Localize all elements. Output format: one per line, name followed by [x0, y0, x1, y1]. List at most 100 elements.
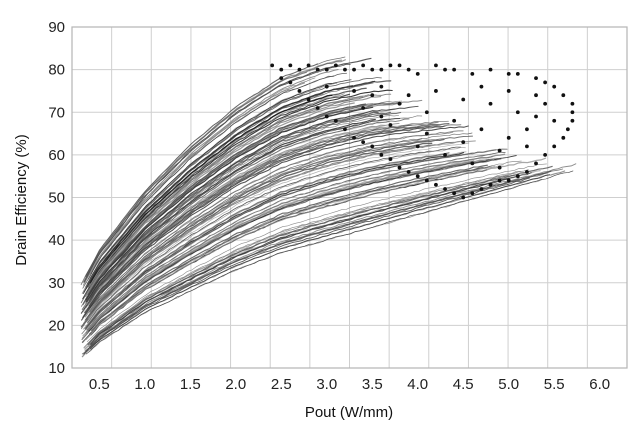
end-point-marker	[515, 110, 520, 115]
efficiency-curve	[89, 157, 500, 330]
end-point-marker	[288, 63, 293, 68]
end-point-marker	[488, 182, 493, 187]
end-point-marker	[515, 71, 520, 76]
efficiency-curve	[89, 82, 306, 275]
end-point-marker	[388, 63, 393, 68]
efficiency-curve	[89, 174, 551, 350]
end-point-marker	[297, 67, 302, 72]
efficiency-curve	[84, 122, 450, 314]
efficiency-curve	[80, 142, 433, 328]
end-point-marker	[370, 93, 375, 98]
y-tick-label: 70	[48, 104, 65, 121]
efficiency-curve	[85, 152, 473, 330]
end-point-marker	[279, 76, 284, 81]
y-tick-label: 30	[48, 275, 65, 292]
end-point-marker	[415, 174, 420, 179]
end-point-marker	[397, 101, 402, 106]
x-tick-label: 0.5	[89, 376, 110, 393]
x-tick-label: 1.0	[134, 376, 155, 393]
efficiency-curve	[88, 140, 476, 319]
efficiency-curve	[86, 142, 470, 323]
end-point-marker	[552, 144, 557, 149]
end-point-marker	[379, 152, 384, 157]
efficiency-curve	[86, 82, 374, 290]
y-tick-label: 40	[48, 232, 65, 249]
end-point-marker	[315, 106, 320, 110]
end-point-marker	[415, 144, 420, 149]
end-point-marker	[534, 161, 538, 166]
end-point-marker	[361, 63, 366, 68]
end-point-marker	[434, 63, 438, 68]
end-point-marker	[343, 127, 347, 132]
end-point-marker	[525, 170, 529, 174]
efficiency-curve	[85, 105, 419, 303]
end-point-marker	[343, 67, 347, 72]
end-point-marker	[424, 131, 429, 136]
end-point-marker	[479, 127, 484, 132]
end-point-marker	[543, 80, 548, 85]
x-tick-label: 4.5	[453, 376, 474, 393]
end-point-marker	[443, 67, 447, 72]
y-tick-label: 90	[48, 19, 65, 36]
end-point-marker	[397, 165, 402, 170]
end-point-marker	[443, 152, 447, 157]
end-point-marker	[470, 71, 475, 76]
efficiency-curves	[80, 56, 577, 358]
end-point-marker	[324, 114, 329, 119]
efficiency-curve	[83, 57, 372, 283]
end-point-marker	[534, 93, 538, 98]
end-point-marker	[279, 67, 284, 72]
end-point-marker	[333, 118, 338, 123]
end-point-marker	[525, 144, 529, 149]
end-point-marker	[352, 135, 356, 140]
end-point-marker	[506, 89, 511, 93]
efficiency-curve	[91, 179, 543, 350]
plot-frame	[71, 26, 628, 369]
end-point-marker	[388, 123, 393, 127]
efficiency-curve	[85, 63, 319, 277]
efficiency-curve	[89, 139, 437, 315]
end-point-marker	[461, 195, 466, 200]
end-point-marker	[324, 84, 329, 89]
end-point-marker	[506, 178, 511, 183]
end-point-marker	[370, 67, 375, 72]
efficiency-curve	[85, 152, 465, 329]
end-point-marker	[424, 110, 429, 115]
efficiency-curve	[85, 118, 410, 308]
efficiency-curve	[84, 130, 464, 318]
end-point-marker	[297, 89, 302, 93]
end-point-marker	[352, 67, 356, 72]
efficiency-curve	[90, 94, 333, 284]
end-point-marker	[324, 67, 329, 72]
efficiency-curve	[81, 165, 492, 343]
end-point-marker	[461, 140, 466, 144]
efficiency-curve	[81, 111, 402, 310]
end-point-marker	[570, 101, 575, 106]
end-point-marker	[434, 89, 438, 93]
end-point-marker	[565, 127, 570, 132]
y-tick-label: 20	[48, 317, 65, 334]
efficiency-curve	[91, 174, 516, 341]
end-point-marker	[515, 174, 520, 179]
efficiency-curve	[84, 152, 450, 330]
end-point-marker	[543, 101, 548, 106]
efficiency-curve	[89, 115, 423, 302]
end-point-marker	[497, 178, 502, 183]
x-tick-label: 3.5	[362, 376, 383, 393]
efficiency-curve	[84, 164, 504, 341]
efficiency-curve	[81, 172, 547, 355]
end-point-marker	[497, 148, 502, 153]
y-axis-ticks: 10 20 30 40 50 60 70 80 90	[48, 19, 65, 377]
end-point-marker	[406, 93, 411, 98]
end-point-marker	[570, 110, 575, 115]
efficiency-curve	[85, 77, 382, 288]
efficiency-curve	[89, 122, 400, 304]
end-point-marker	[534, 114, 538, 119]
end-point-marker	[561, 135, 566, 140]
efficiency-curve	[85, 178, 519, 352]
y-tick-label: 10	[48, 360, 65, 377]
efficiency-curve	[83, 118, 376, 310]
y-tick-label: 80	[48, 62, 65, 79]
efficiency-curve	[83, 177, 530, 355]
end-point-marker	[415, 71, 420, 76]
